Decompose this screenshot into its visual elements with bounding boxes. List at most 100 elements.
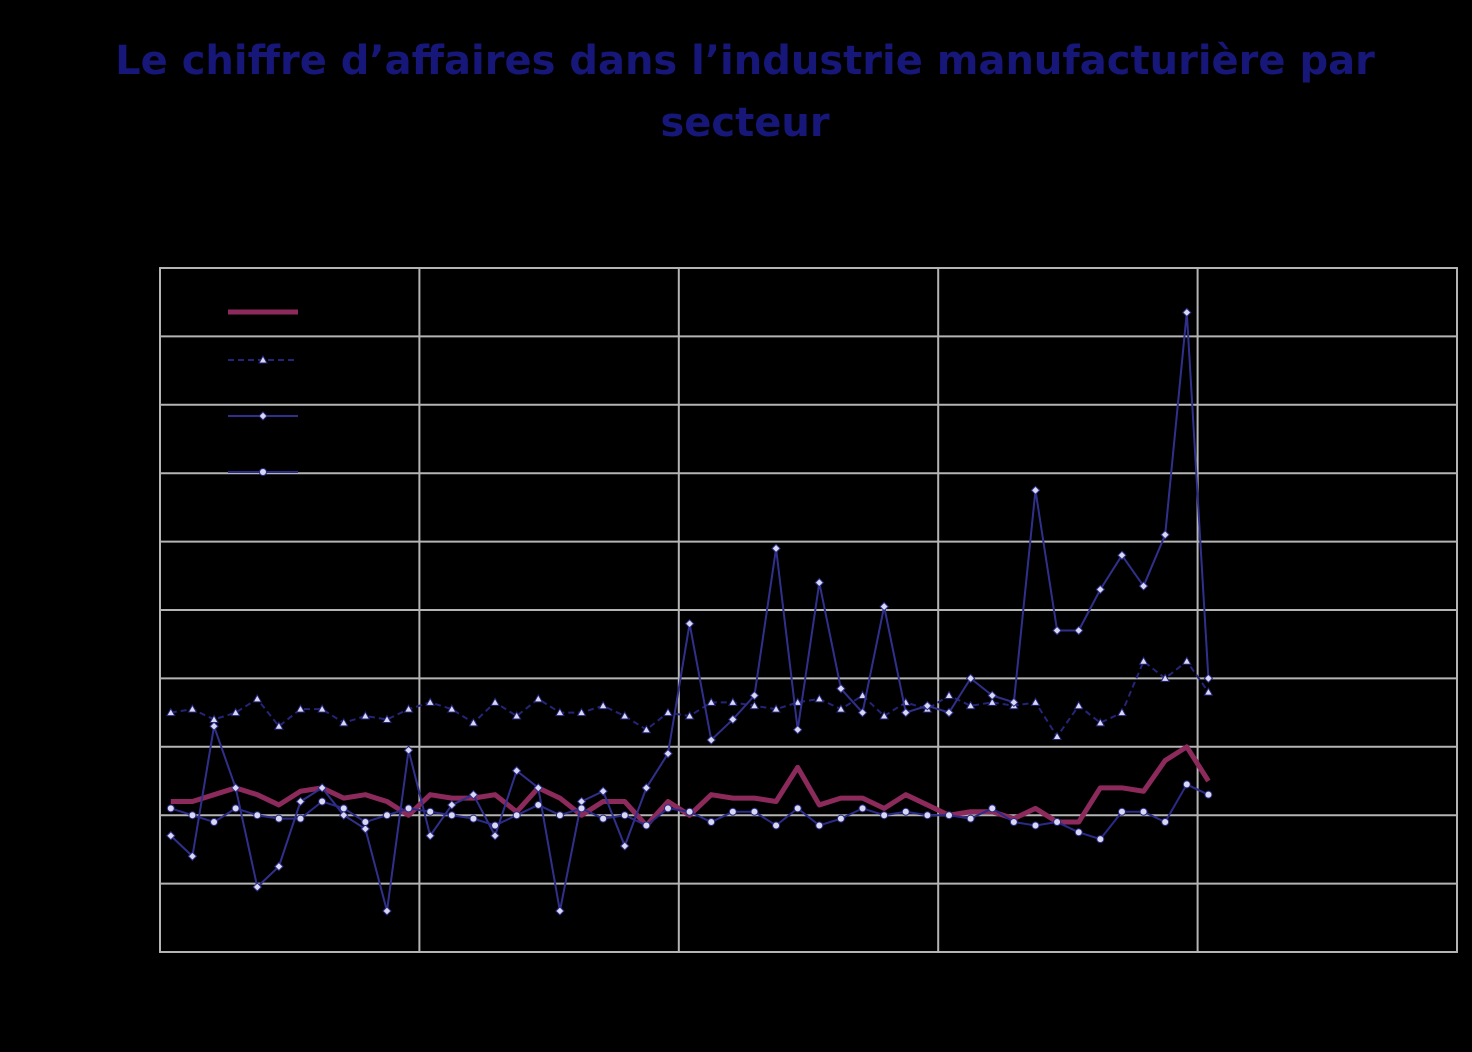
marker (555, 811, 564, 820)
marker (1181, 656, 1192, 665)
marker (642, 821, 651, 830)
marker (1030, 697, 1041, 706)
marker (468, 789, 479, 800)
marker (468, 717, 479, 727)
marker (533, 783, 543, 793)
marker (684, 711, 695, 720)
marker (166, 831, 176, 841)
marker (858, 804, 867, 813)
marker (728, 714, 738, 725)
marker (469, 814, 478, 823)
marker (1160, 673, 1171, 682)
marker (188, 811, 197, 820)
marker (512, 811, 521, 820)
marker (793, 804, 802, 813)
marker (230, 783, 241, 793)
marker (923, 811, 932, 820)
marker (966, 814, 975, 823)
marker (425, 831, 435, 841)
marker (706, 735, 716, 745)
marker (901, 807, 910, 816)
marker (576, 707, 587, 717)
marker (1009, 697, 1019, 708)
marker (382, 906, 392, 916)
marker (258, 411, 268, 421)
marker (727, 697, 738, 706)
marker (361, 818, 370, 827)
marker (836, 704, 846, 713)
marker (749, 690, 760, 701)
marker (641, 783, 652, 793)
marker (1139, 807, 1148, 816)
marker (1096, 835, 1105, 844)
marker (1138, 656, 1149, 665)
marker (360, 711, 371, 720)
marker (749, 700, 760, 710)
marker (1161, 818, 1170, 827)
marker (555, 707, 565, 717)
marker (490, 697, 500, 706)
marker (987, 690, 997, 701)
marker (339, 810, 349, 820)
marker (490, 831, 500, 841)
marker (1203, 673, 1214, 684)
marker (166, 804, 175, 813)
marker (663, 707, 673, 717)
marker (641, 724, 652, 734)
marker (1117, 550, 1127, 560)
marker (1117, 707, 1127, 717)
marker (814, 693, 825, 703)
marker (706, 697, 717, 706)
marker (619, 711, 630, 720)
marker (187, 704, 198, 713)
marker (165, 707, 176, 717)
marker (382, 811, 391, 820)
marker (577, 804, 586, 813)
marker (491, 821, 500, 830)
marker (987, 697, 998, 706)
marker (1074, 625, 1084, 636)
marker (317, 704, 327, 713)
marker (339, 804, 348, 813)
marker (1073, 700, 1084, 710)
marker (814, 577, 825, 588)
marker (446, 704, 457, 713)
marker (252, 693, 263, 703)
marker (1182, 780, 1191, 789)
marker (988, 804, 997, 813)
marker (274, 814, 283, 823)
marker (945, 811, 954, 820)
marker (1203, 687, 1214, 696)
marker (338, 717, 349, 727)
marker (599, 814, 608, 823)
marker (259, 468, 267, 476)
marker (511, 766, 522, 776)
marker (922, 701, 933, 711)
marker (534, 800, 543, 809)
marker (598, 786, 608, 796)
marker (1052, 625, 1062, 636)
marker (857, 707, 868, 718)
marker (403, 745, 414, 755)
marker (210, 818, 219, 827)
marker (944, 707, 954, 718)
marker (296, 814, 305, 823)
marker (1009, 818, 1018, 827)
marker (685, 807, 694, 816)
marker (1095, 584, 1106, 595)
marker (403, 704, 414, 713)
marker (792, 697, 803, 706)
marker (187, 851, 198, 861)
marker (1031, 821, 1040, 830)
marker (815, 821, 824, 830)
chart-title: Le chiffre d’affaires dans l’industrie m… (115, 38, 1375, 146)
marker (382, 714, 392, 723)
marker (879, 711, 890, 720)
marker (1182, 307, 1192, 318)
marker (426, 807, 435, 816)
marker (317, 783, 327, 793)
marker (274, 721, 284, 730)
marker (1160, 530, 1170, 540)
marker (771, 543, 781, 554)
marker (555, 906, 565, 916)
